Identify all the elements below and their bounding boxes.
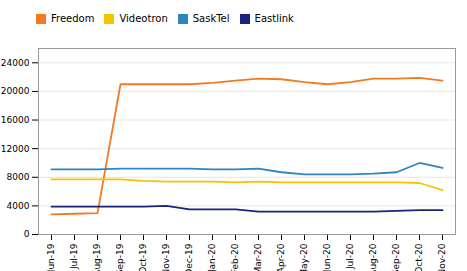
svg-text:May-20: May-20 bbox=[299, 243, 309, 271]
svg-text:Mar-20: Mar-20 bbox=[253, 243, 263, 271]
svg-text:Jul-20: Jul-20 bbox=[345, 243, 355, 270]
svg-text:Jun-20: Jun-20 bbox=[322, 243, 332, 271]
svg-text:20000: 20000 bbox=[1, 86, 30, 96]
svg-text:16000: 16000 bbox=[1, 115, 30, 125]
svg-text:Aug-20: Aug-20 bbox=[368, 243, 378, 271]
svg-text:Nov-19: Nov-19 bbox=[161, 243, 171, 271]
svg-text:Jun-19: Jun-19 bbox=[46, 243, 56, 271]
html-text:Eastlink: Eastlink bbox=[254, 13, 294, 24]
svg-text:8000: 8000 bbox=[7, 172, 30, 182]
svg-text:12000: 12000 bbox=[1, 144, 30, 154]
svg-text:Apr-20: Apr-20 bbox=[276, 243, 286, 271]
svg-text:Sep-20: Sep-20 bbox=[391, 243, 401, 271]
svg-text:Aug-19: Aug-19 bbox=[92, 243, 102, 271]
html-text:Videotron: Videotron bbox=[119, 13, 168, 24]
svg-text:Feb-20: Feb-20 bbox=[230, 243, 240, 271]
svg-text:Oct-20: Oct-20 bbox=[414, 243, 424, 271]
svg-text:Oct-19: Oct-19 bbox=[138, 243, 148, 271]
svg-text:0: 0 bbox=[24, 229, 30, 239]
svg-text:Nov-20: Nov-20 bbox=[437, 243, 447, 271]
html-text:Freedom: Freedom bbox=[51, 13, 95, 24]
svg-text:Jan-20: Jan-20 bbox=[207, 243, 217, 271]
svg-text:4000: 4000 bbox=[7, 201, 30, 211]
svg-text:Sep-19: Sep-19 bbox=[115, 243, 125, 271]
svg-text:Jul-19: Jul-19 bbox=[69, 243, 79, 270]
svg-text:Dec-19: Dec-19 bbox=[184, 243, 194, 271]
svg-text:24000: 24000 bbox=[1, 58, 30, 68]
html-text:SaskTel: SaskTel bbox=[192, 13, 230, 24]
